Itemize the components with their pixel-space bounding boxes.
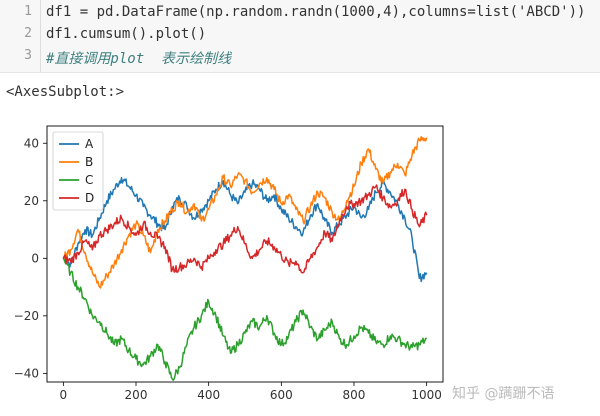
series-line-B bbox=[62, 135, 428, 289]
x-tick-label: 0 bbox=[60, 388, 68, 402]
line-number: 2 bbox=[24, 26, 32, 41]
legend-label-C: C bbox=[85, 173, 93, 187]
x-tick-label: 200 bbox=[125, 388, 148, 402]
line-number-gutter: 1 2 3 bbox=[0, 0, 41, 72]
y-tick-label: 0 bbox=[31, 251, 39, 265]
series-line-D bbox=[62, 184, 428, 274]
code-cell[interactable]: 1 2 3 df1 = pd.DataFrame(np.random.randn… bbox=[0, 0, 600, 73]
x-tick-label: 800 bbox=[343, 388, 366, 402]
legend-label-A: A bbox=[85, 137, 94, 151]
plot-frame bbox=[46, 125, 444, 383]
line-number: 3 bbox=[24, 48, 32, 63]
legend-label-D: D bbox=[85, 191, 94, 205]
code-comment-line[interactable]: #直接调用plot 表示绘制线 bbox=[46, 51, 232, 67]
series-line-A bbox=[62, 177, 428, 283]
watermark: 知乎 @蹒跚不语 bbox=[452, 386, 555, 402]
legend-box bbox=[52, 131, 104, 211]
legend-label-B: B bbox=[85, 155, 93, 169]
y-tick-label: −20 bbox=[14, 309, 39, 323]
x-tick-label: 1000 bbox=[411, 388, 442, 402]
output-repr: <AxesSubplot:> bbox=[6, 84, 125, 100]
x-tick-label: 400 bbox=[197, 388, 220, 402]
series-line-C bbox=[62, 257, 428, 381]
y-tick-label: 40 bbox=[24, 136, 39, 150]
y-tick-label: −40 bbox=[14, 366, 39, 380]
code-line[interactable]: df1 = pd.DataFrame(np.random.randn(1000,… bbox=[46, 4, 586, 20]
line-number: 1 bbox=[24, 4, 32, 19]
x-tick-label: 600 bbox=[270, 388, 293, 402]
code-line[interactable]: df1.cumsum().plot() bbox=[46, 26, 207, 42]
y-tick-label: 20 bbox=[24, 194, 39, 208]
